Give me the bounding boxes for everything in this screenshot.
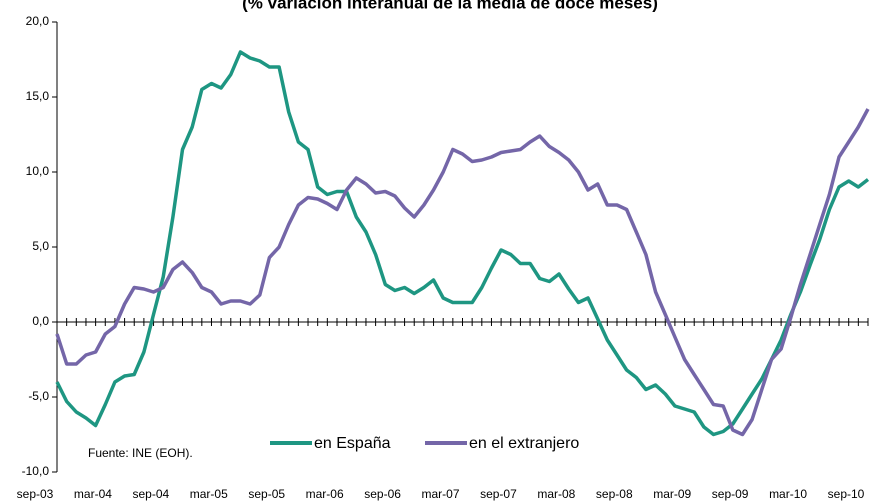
x-tick-label: sep-04 — [133, 487, 170, 501]
y-tick-label: 15,0 — [26, 89, 50, 103]
line-series — [55, 50, 870, 437]
y-tick-label: -5,0 — [28, 389, 49, 403]
source-note: Fuente: INE (EOH). — [88, 446, 193, 460]
x-tick-label: mar-08 — [537, 487, 575, 501]
y-tick-label: 5,0 — [32, 239, 49, 253]
legend-label: en el extranjero — [469, 435, 579, 452]
y-tick-label: -10,0 — [22, 464, 50, 478]
chart-title: (% variación interanual de la media de d… — [242, 0, 658, 12]
x-tick-label: mar-04 — [74, 487, 112, 501]
x-tick-label: mar-10 — [769, 487, 807, 501]
x-tick-label: sep-03 — [17, 487, 54, 501]
x-tick-label: sep-06 — [364, 487, 401, 501]
x-tick-label: sep-05 — [248, 487, 285, 501]
y-tick-label: 20,0 — [26, 14, 50, 28]
line-series — [55, 108, 870, 437]
x-tick-label: mar-06 — [306, 487, 344, 501]
x-tick-label: sep-09 — [712, 487, 749, 501]
y-tick-label: 0,0 — [32, 314, 49, 328]
x-tick-label: sep-08 — [596, 487, 633, 501]
y-tick-label: 10,0 — [26, 164, 50, 178]
x-tick-label: mar-05 — [190, 487, 228, 501]
x-tick-label: mar-07 — [421, 487, 459, 501]
legend-label: en España — [314, 435, 391, 452]
x-tick-label: sep-10 — [828, 487, 865, 501]
x-tick-label: sep-07 — [480, 487, 517, 501]
x-tick-label: mar-09 — [653, 487, 691, 501]
